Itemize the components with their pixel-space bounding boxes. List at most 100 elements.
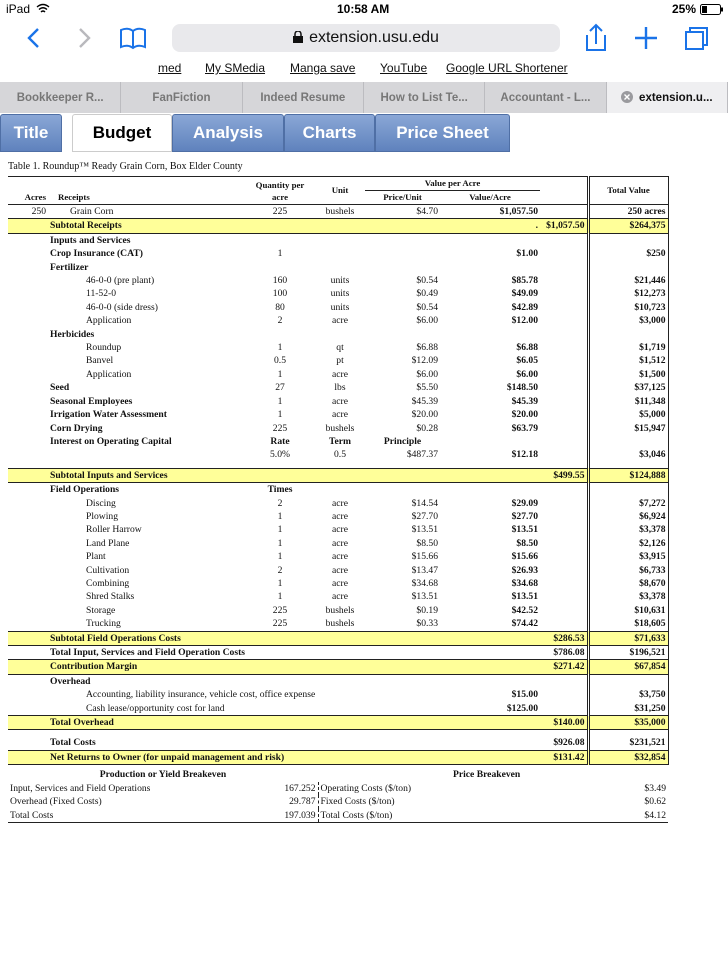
bookmark[interactable]: My SMedia — [205, 61, 266, 75]
table-row: Total Input, Services and Field Operatio… — [8, 645, 669, 660]
cell — [540, 314, 588, 327]
sheet-tab[interactable]: Price Sheet — [375, 114, 510, 152]
cell — [440, 749, 540, 766]
breakeven-cell: Overhead (Fixed Costs) — [10, 796, 102, 808]
bookmark[interactable]: Manga save — [290, 61, 356, 75]
row-label: Seed — [50, 382, 70, 394]
cell — [440, 233, 540, 247]
cell: $13.51 — [511, 524, 538, 536]
cell: 5.0% — [270, 449, 290, 461]
tab[interactable]: FanFiction — [121, 82, 243, 114]
cell: $6.00 — [416, 368, 438, 380]
cell: $6.88 — [416, 342, 438, 354]
cell — [540, 510, 588, 523]
cell: 1 — [277, 409, 283, 421]
close-tab-icon[interactable] — [621, 91, 634, 103]
breakeven-cell: $0.62 — [644, 796, 667, 808]
forward-button[interactable] — [79, 28, 91, 48]
cell: $286.53 — [540, 630, 588, 647]
tab[interactable]: Bookkeeper R... — [0, 82, 122, 114]
cell — [8, 715, 48, 731]
cell — [540, 564, 588, 577]
cell — [8, 287, 48, 300]
table-row: 46-0-0 (pre plant) 160 units $0.54 $85.78 $21… — [8, 274, 669, 288]
cell: 1 — [277, 510, 283, 522]
row-label: Discing — [86, 497, 116, 509]
cell — [245, 261, 315, 274]
spacer-row — [8, 729, 669, 737]
table-header: Acres Receipts Quantity per acre Unit Va… — [8, 176, 669, 204]
address-bar[interactable]: extension.usu.edu — [172, 24, 560, 52]
cell — [365, 467, 440, 484]
new-tab-button[interactable] — [635, 27, 657, 49]
cell — [8, 497, 48, 510]
cell: acre — [332, 510, 348, 522]
cell — [8, 537, 48, 550]
cell: $49.09 — [511, 288, 538, 300]
cell: 1 — [277, 524, 283, 536]
cell: $1.00 — [516, 248, 538, 260]
cell — [365, 630, 440, 647]
cell: $250 — [586, 247, 669, 261]
cell — [245, 233, 315, 247]
cell: $8,670 — [586, 576, 669, 591]
header-cell: Unit — [331, 185, 349, 195]
cell: $34.68 — [511, 577, 538, 589]
sheet-tab-selected[interactable]: Budget — [72, 114, 172, 152]
cell — [440, 736, 540, 750]
cell: $45.39 — [511, 395, 538, 407]
table-row: Plowing 1 acre $27.70 $27.70 $6,924 — [8, 509, 669, 524]
header-cell: Price/Unit — [383, 192, 422, 202]
cell — [315, 247, 365, 260]
cell: $5,000 — [586, 408, 669, 422]
tab[interactable]: Indeed Resume — [243, 82, 364, 114]
cell — [365, 659, 440, 675]
cell — [540, 604, 588, 617]
cell: $786.08 — [553, 647, 585, 658]
cell — [315, 630, 365, 647]
row-label: Fertilizer — [50, 261, 89, 273]
bookmark[interactable]: med — [158, 61, 182, 75]
cell: $42.52 — [511, 604, 538, 616]
cell: $196,521 — [586, 645, 669, 660]
cell — [8, 301, 48, 314]
back-button[interactable] — [27, 28, 39, 48]
cell: $3,378 — [586, 523, 669, 537]
cell: Term — [328, 435, 352, 447]
cell — [540, 205, 588, 219]
row-label: Trucking — [86, 618, 121, 630]
bookmarks-button[interactable] — [120, 27, 146, 50]
table-row: Crop Insurance (CAT) 1 $1.00 $250 — [8, 247, 669, 261]
header-cell: Acres — [24, 192, 46, 202]
cell — [8, 483, 48, 497]
bookmark[interactable]: Google URL Shortener — [446, 61, 568, 75]
cell: acre — [332, 368, 348, 380]
device-name: iPad — [6, 2, 31, 16]
row-label: Total Input, Services and Field Operatio… — [50, 647, 246, 658]
cell — [586, 260, 669, 275]
cell: $1,719 — [586, 341, 669, 355]
cell: 225 — [272, 604, 288, 616]
bookmark[interactable]: YouTube — [380, 61, 428, 75]
cell: units — [330, 275, 350, 287]
tabs-button[interactable] — [685, 27, 708, 50]
sheet-tab[interactable]: Analysis — [172, 114, 284, 152]
subtotal-row: Subtotal Inputs and Services $499.55 $124,… — [8, 467, 669, 484]
cell: $20.00 — [511, 409, 538, 421]
tab[interactable]: How to List Te... — [364, 82, 486, 114]
clock: 10:58 AM — [337, 2, 390, 16]
cell: $34.68 — [411, 577, 438, 589]
row-label: Subtotal Inputs and Services — [48, 467, 245, 484]
sheet-tab[interactable]: Charts — [284, 114, 375, 152]
sheet-tab[interactable]: Title — [0, 114, 62, 152]
table-row: Herbicides — [8, 327, 669, 342]
breakeven-cell: Total Costs — [10, 809, 54, 821]
cell: $15.66 — [411, 551, 438, 563]
cell: $0.28 — [416, 422, 438, 434]
header-cell: Quantity per acre — [255, 179, 305, 202]
tab[interactable]: Accountant - L... — [485, 82, 607, 114]
row-label: Irrigation Water Assessment — [50, 409, 167, 421]
cell — [315, 688, 365, 701]
tab-active[interactable]: extension.u... — [606, 82, 728, 114]
share-button[interactable] — [586, 23, 606, 51]
